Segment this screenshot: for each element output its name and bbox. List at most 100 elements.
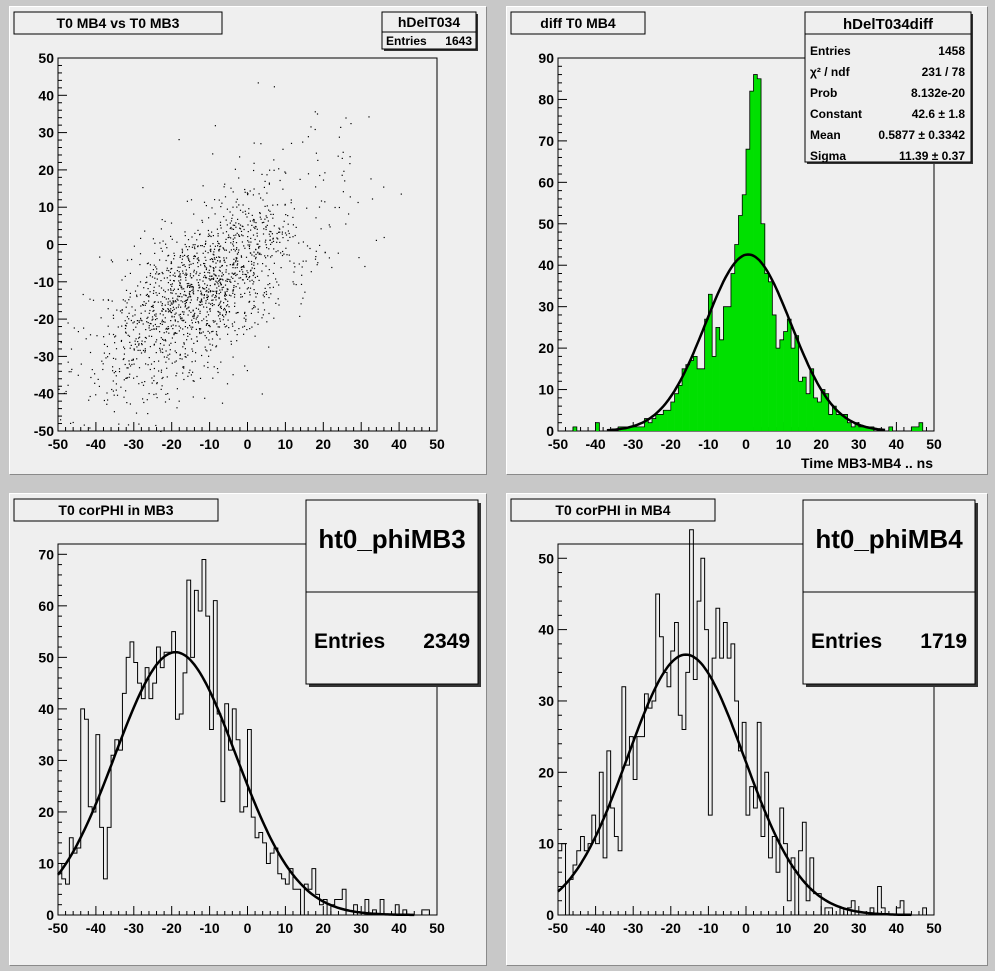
x-tick-label: -40 [585, 436, 605, 452]
scatter-point [188, 293, 190, 295]
scatter-point [153, 309, 155, 312]
scatter-point [190, 311, 192, 313]
scatter-point [383, 186, 385, 188]
scatter-point [202, 287, 204, 289]
scatter-point [244, 282, 246, 284]
scatter-point [152, 325, 154, 327]
scatter-point [135, 338, 137, 340]
x-tick-label: 50 [926, 920, 942, 936]
scatter-point [294, 266, 296, 268]
scatter-point [218, 326, 221, 328]
scatter-point [349, 156, 351, 158]
scatter-point [171, 285, 173, 287]
pad-mb3-hist: T0 corPHI in MB3 -50 -40 -30 -20 -10 0 10 20 30 40… [9, 493, 487, 966]
scatter-point [82, 293, 84, 296]
scatter-point [208, 324, 211, 327]
scatter-point [173, 332, 175, 334]
scatter-point [253, 251, 255, 253]
panel-title: T0 MB4 vs T0 MB3 [57, 15, 180, 31]
scatter-point [173, 258, 175, 260]
hist-bar [813, 397, 818, 431]
scatter-point [301, 266, 303, 268]
scatter-point [246, 270, 248, 272]
scatter-point [123, 379, 125, 381]
scatter-point [142, 384, 145, 386]
scatter-point [204, 263, 206, 265]
scatter-point [262, 314, 264, 316]
scatter-point [136, 323, 138, 325]
scatter-point [145, 282, 147, 284]
scatter-point [235, 274, 237, 277]
scatter-point [301, 274, 303, 276]
scatter-point [171, 267, 173, 270]
scatter-point [196, 340, 198, 342]
scatter-point [112, 390, 114, 392]
title-box [510, 498, 716, 522]
scatter-point [272, 237, 274, 239]
scatter-point [182, 366, 184, 368]
scatter-point [194, 255, 196, 257]
y-tick-label: 50 [538, 550, 554, 566]
scatter-point [276, 232, 278, 235]
scatter-point [181, 358, 183, 360]
scatter-point [317, 159, 319, 161]
scatter-point [248, 260, 250, 262]
scatter-point [270, 293, 272, 295]
scatter-point [173, 288, 175, 290]
scatter-point [123, 346, 125, 348]
scatter-point [212, 377, 214, 379]
scatter-point [225, 231, 228, 233]
x-tick-label: 20 [813, 920, 829, 936]
scatter-point [228, 311, 230, 313]
scatter-point [272, 204, 274, 206]
x-tick-label: 30 [851, 920, 867, 936]
stats-name: ht0_phiMB4 [815, 524, 963, 554]
scatter-point [124, 275, 126, 277]
pad-diff-hist: diff T0 MB4 -50 -40 -30 -20 -10 0 10 20 30 40 50 0 10… [506, 6, 988, 475]
scatter-point [209, 279, 212, 281]
scatter-point [263, 228, 265, 230]
scatter-point [153, 344, 155, 346]
scatter-point [193, 246, 196, 248]
scatter-point [165, 340, 167, 342]
scatter-point [199, 312, 201, 314]
scatter-point [125, 331, 127, 333]
scatter-point [147, 262, 149, 264]
scatter-point [241, 241, 243, 243]
scatter-point [232, 277, 234, 279]
scatter-point [262, 294, 264, 296]
hist-bar [806, 393, 811, 431]
scatter-point [198, 260, 200, 262]
scatter-point [174, 361, 176, 363]
scatter-point [170, 268, 172, 270]
scatter-point [228, 234, 230, 236]
scatter-point [233, 285, 235, 287]
scatter-point [162, 273, 164, 275]
scatter-point [225, 271, 227, 273]
scatter-point [193, 257, 195, 260]
scatter-point [205, 242, 207, 245]
scatter-point [233, 234, 235, 237]
hist-outline [558, 74, 934, 432]
scatter-point [134, 340, 136, 342]
scatter-point [206, 323, 209, 325]
scatter-point [158, 360, 160, 362]
scatter-point [97, 378, 99, 380]
scatter-point [285, 214, 287, 216]
scatter-point [328, 224, 330, 226]
scatter-point [253, 142, 255, 144]
scatter-point [65, 390, 67, 393]
scatter-point [234, 224, 236, 226]
scatter-point [182, 270, 184, 272]
scatter-point [205, 300, 207, 302]
scatter-point [194, 255, 196, 258]
scatter-point [189, 273, 192, 275]
scatter-point [256, 293, 258, 295]
hist-bar [659, 414, 664, 431]
scatter-point [199, 310, 201, 312]
scatter-point [272, 213, 274, 215]
scatter-point [205, 290, 207, 293]
x-tick-label: -40 [86, 920, 106, 936]
scatter-point [265, 265, 267, 267]
scatter-point [215, 290, 217, 292]
